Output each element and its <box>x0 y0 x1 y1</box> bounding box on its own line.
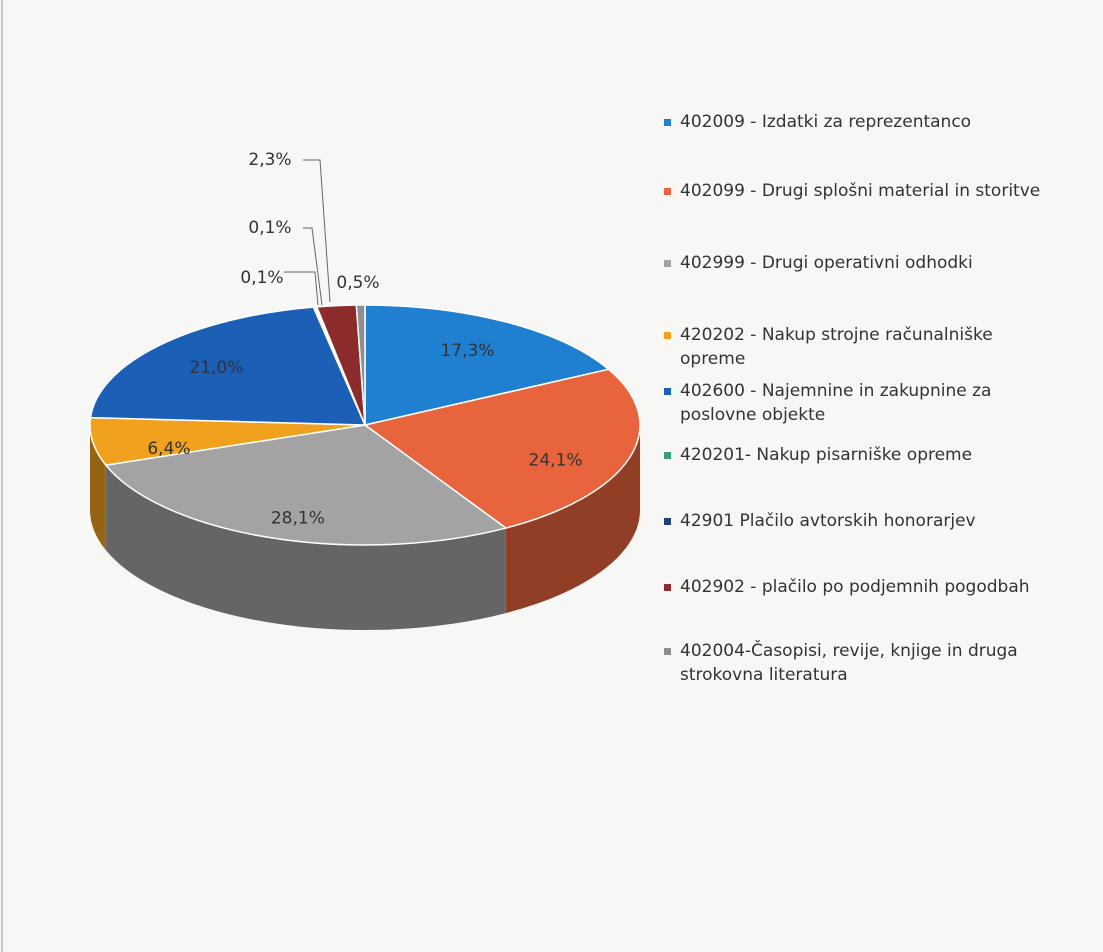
legend-swatch <box>664 332 671 339</box>
legend-label: 402099 - Drugi splošni material in stori… <box>680 181 1041 201</box>
legend-swatch <box>664 584 671 591</box>
data-label: 6,4% <box>147 439 190 459</box>
data-label: 0,1% <box>248 218 291 238</box>
legend-label: 402004-Časopisi, revije, knjige in druga… <box>680 641 1018 685</box>
data-label: 24,1% <box>529 450 583 470</box>
legend-label: 402009 - Izdatki za reprezentanco <box>680 112 972 132</box>
legend-swatch <box>664 188 671 195</box>
slice <box>89 306 367 426</box>
legend-item: 42901 Plačilo avtorskih honorarjev <box>662 509 1062 533</box>
legend-label: 420201- Nakup pisarniške opreme <box>680 445 973 465</box>
slice <box>104 424 508 546</box>
legend-swatch <box>664 119 671 126</box>
legend-item: 402009 - Izdatki za reprezentanco <box>662 110 1062 134</box>
data-label: 17,3% <box>440 341 494 361</box>
data-label: 28,1% <box>271 508 325 528</box>
legend-swatch <box>664 648 671 655</box>
legend-swatch <box>664 518 671 525</box>
slice <box>89 416 366 466</box>
legend-label: 402999 - Drugi operativni odhodki <box>680 253 973 273</box>
legend-item: 402004-Časopisi, revije, knjige in druga… <box>662 639 1062 687</box>
legend-label: 402902 - plačilo po podjemnih pogodbah <box>680 577 1030 597</box>
data-label: 0,1% <box>240 268 283 288</box>
slice-side <box>105 465 506 630</box>
legend-label: 420202 - Nakup strojne računalniške opre… <box>680 325 993 369</box>
slice-side <box>505 425 640 614</box>
legend-label: 402600 - Najemnine in zakupnine za poslo… <box>680 381 992 425</box>
legend-item: 420202 - Nakup strojne računalniške opre… <box>662 323 1062 371</box>
slice <box>363 368 641 529</box>
legend-item: 402902 - plačilo po podjemnih pogodbah <box>662 575 1062 599</box>
legend-label: 42901 Plačilo avtorskih honorarjev <box>680 511 976 531</box>
legend-item: 420201- Nakup pisarniške opreme <box>662 443 1062 467</box>
legend-swatch <box>664 452 671 459</box>
data-label: 2,3% <box>248 150 291 170</box>
leader-line <box>303 159 331 303</box>
slice-side <box>90 425 106 551</box>
legend-swatch <box>664 388 671 395</box>
slice <box>364 304 611 426</box>
legend-swatch <box>664 260 671 267</box>
slice <box>355 304 366 426</box>
legend-item: 402099 - Drugi splošni material in stori… <box>662 179 1062 203</box>
data-label: 21,0% <box>189 358 243 378</box>
legend-item: 402999 - Drugi operativni odhodki <box>662 251 1062 275</box>
legend-item: 402600 - Najemnine in zakupnine za poslo… <box>662 379 1062 427</box>
legend: 402009 - Izdatki za reprezentanco 402099 … <box>662 110 1062 687</box>
leader-line <box>284 271 319 306</box>
leader-line <box>303 227 323 306</box>
data-label: 0,5% <box>336 273 379 293</box>
